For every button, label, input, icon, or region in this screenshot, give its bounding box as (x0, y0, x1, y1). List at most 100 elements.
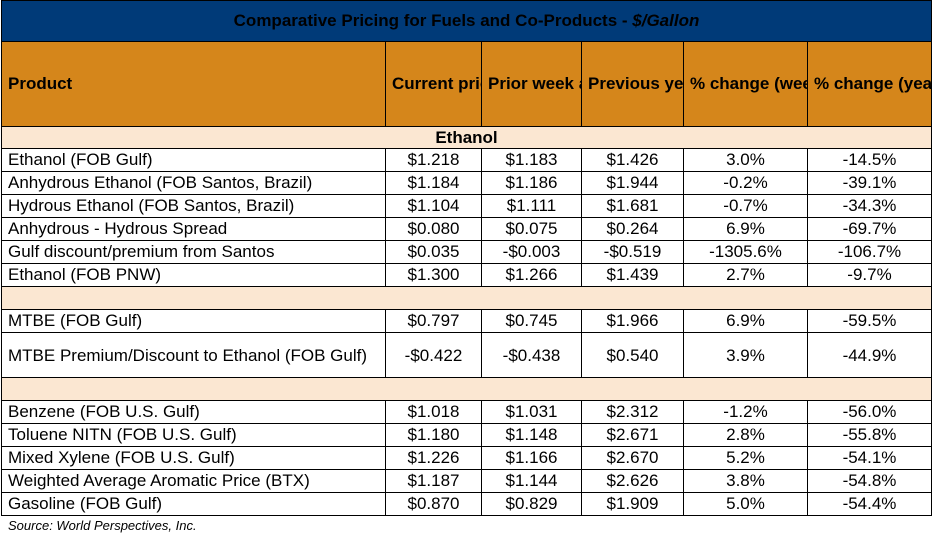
cell-previous-year: $1.426 (581, 148, 684, 172)
cell-change-year: -34.3% (806, 194, 932, 218)
table-row: Ethanol (FOB Gulf) $1.218 $1.183 $1.426 … (1, 148, 932, 172)
spacer-cell (0, 286, 932, 310)
cell-prior-week: $0.745 (481, 309, 582, 333)
cell-previous-year: $2.312 (581, 400, 684, 424)
cell-current-price: $1.184 (385, 171, 482, 195)
cell-previous-year: $2.671 (581, 423, 684, 447)
header-product: Product (1, 41, 386, 127)
cell-prior-week: -$0.438 (481, 332, 582, 378)
cell-current-price: $0.870 (385, 492, 482, 516)
table-row: Weighted Average Aromatic Price (BTX) $1… (1, 469, 932, 493)
cell-change-week: 3.0% (683, 148, 808, 172)
title-unit: $/Gallon (632, 11, 700, 30)
cell-previous-year: $2.670 (581, 446, 684, 470)
header-row: Product Current price Prior week average… (1, 41, 932, 127)
cell-product: Anhydrous - Hydrous Spread (1, 217, 386, 241)
cell-previous-year: $1.681 (581, 194, 684, 218)
cell-change-week: 2.8% (683, 423, 808, 447)
cell-change-week: -0.2% (683, 171, 808, 195)
cell-product: Hydrous Ethanol (FOB Santos, Brazil) (1, 194, 386, 218)
cell-product: MTBE Premium/Discount to Ethanol (FOB Gu… (1, 332, 386, 378)
cell-previous-year: $1.944 (581, 171, 684, 195)
cell-change-year: -59.5% (806, 309, 932, 333)
cell-prior-week: $0.075 (481, 217, 582, 241)
section-spacer (0, 377, 932, 401)
table-title: Comparative Pricing for Fuels and Co-Pro… (0, 0, 932, 42)
cell-previous-year: $2.626 (581, 469, 684, 493)
table-row: Gasoline (FOB Gulf) $0.870 $0.829 $1.909… (1, 492, 932, 516)
cell-prior-week: -$0.003 (481, 240, 582, 264)
header-change-week: % change (week over week) (683, 41, 808, 127)
cell-change-year: -39.1% (806, 171, 932, 195)
title-main: Comparative Pricing for Fuels and Co-Pro… (233, 11, 633, 30)
cell-change-week: 2.7% (683, 263, 808, 287)
cell-previous-year: $0.264 (581, 217, 684, 241)
table-row: Benzene (FOB U.S. Gulf) $1.018 $1.031 $2… (1, 400, 932, 424)
cell-change-year: -54.4% (806, 492, 932, 516)
cell-change-week: -1.2% (683, 400, 808, 424)
cell-current-price: $0.080 (385, 217, 482, 241)
header-previous-year: Previous year (581, 41, 684, 127)
table-row: Toluene NITN (FOB U.S. Gulf) $1.180 $1.1… (1, 423, 932, 447)
cell-change-week: 3.8% (683, 469, 808, 493)
cell-current-price: $1.018 (385, 400, 482, 424)
cell-prior-week: $1.266 (481, 263, 582, 287)
cell-change-week: 3.9% (683, 332, 808, 378)
section-row-ethanol: Ethanol (0, 126, 932, 149)
cell-change-week: 6.9% (683, 217, 808, 241)
cell-change-year: -54.8% (806, 469, 932, 493)
cell-product: Mixed Xylene (FOB U.S. Gulf) (1, 446, 386, 470)
cell-current-price: $1.218 (385, 148, 482, 172)
table-row: Mixed Xylene (FOB U.S. Gulf) $1.226 $1.1… (1, 446, 932, 470)
cell-product: Weighted Average Aromatic Price (BTX) (1, 469, 386, 493)
cell-prior-week: $1.144 (481, 469, 582, 493)
table-row: Anhydrous Ethanol (FOB Santos, Brazil) $… (1, 171, 932, 195)
header-current-price: Current price (385, 41, 482, 127)
section-label-ethanol: Ethanol (0, 126, 932, 149)
cell-prior-week: $1.111 (481, 194, 582, 218)
cell-prior-week: $1.186 (481, 171, 582, 195)
cell-current-price: -$0.422 (385, 332, 482, 378)
cell-previous-year: $1.439 (581, 263, 684, 287)
table-row: MTBE (FOB Gulf) $0.797 $0.745 $1.966 6.9… (1, 309, 932, 333)
cell-previous-year: $0.540 (581, 332, 684, 378)
header-change-year: % change (year over year) (806, 41, 932, 127)
cell-product: MTBE (FOB Gulf) (1, 309, 386, 333)
cell-product: Ethanol (FOB PNW) (1, 263, 386, 287)
section-spacer (0, 286, 932, 310)
cell-product: Gulf discount/premium from Santos (1, 240, 386, 264)
cell-change-year: -69.7% (806, 217, 932, 241)
pricing-table: Comparative Pricing for Fuels and Co-Pro… (0, 0, 932, 516)
cell-change-year: -56.0% (806, 400, 932, 424)
cell-prior-week: $1.148 (481, 423, 582, 447)
cell-product: Anhydrous Ethanol (FOB Santos, Brazil) (1, 171, 386, 195)
table-row: Hydrous Ethanol (FOB Santos, Brazil) $1.… (1, 194, 932, 218)
cell-prior-week: $0.829 (481, 492, 582, 516)
cell-current-price: $1.104 (385, 194, 482, 218)
cell-product: Ethanol (FOB Gulf) (1, 148, 386, 172)
cell-current-price: $1.226 (385, 446, 482, 470)
cell-change-year: -54.1% (806, 446, 932, 470)
header-prior-week-average: Prior week average (481, 41, 582, 127)
cell-previous-year: $1.966 (581, 309, 684, 333)
source-note: Source: World Perspectives, Inc. (8, 518, 197, 533)
cell-prior-week: $1.166 (481, 446, 582, 470)
title-row: Comparative Pricing for Fuels and Co-Pro… (0, 0, 932, 42)
cell-change-week: 6.9% (683, 309, 808, 333)
cell-change-week: 5.2% (683, 446, 808, 470)
cell-change-year: -55.8% (806, 423, 932, 447)
cell-change-year: -106.7% (806, 240, 932, 264)
spacer-cell (0, 377, 932, 401)
cell-current-price: $1.300 (385, 263, 482, 287)
cell-previous-year: $1.909 (581, 492, 684, 516)
cell-change-year: -44.9% (806, 332, 932, 378)
table-row: Anhydrous - Hydrous Spread $0.080 $0.075… (1, 217, 932, 241)
cell-product: Toluene NITN (FOB U.S. Gulf) (1, 423, 386, 447)
cell-current-price: $0.797 (385, 309, 482, 333)
cell-current-price: $1.187 (385, 469, 482, 493)
cell-change-year: -9.7% (806, 263, 932, 287)
cell-change-week: -1305.6% (683, 240, 808, 264)
cell-prior-week: $1.031 (481, 400, 582, 424)
table-row: MTBE Premium/Discount to Ethanol (FOB Gu… (1, 332, 932, 378)
cell-change-year: -14.5% (806, 148, 932, 172)
